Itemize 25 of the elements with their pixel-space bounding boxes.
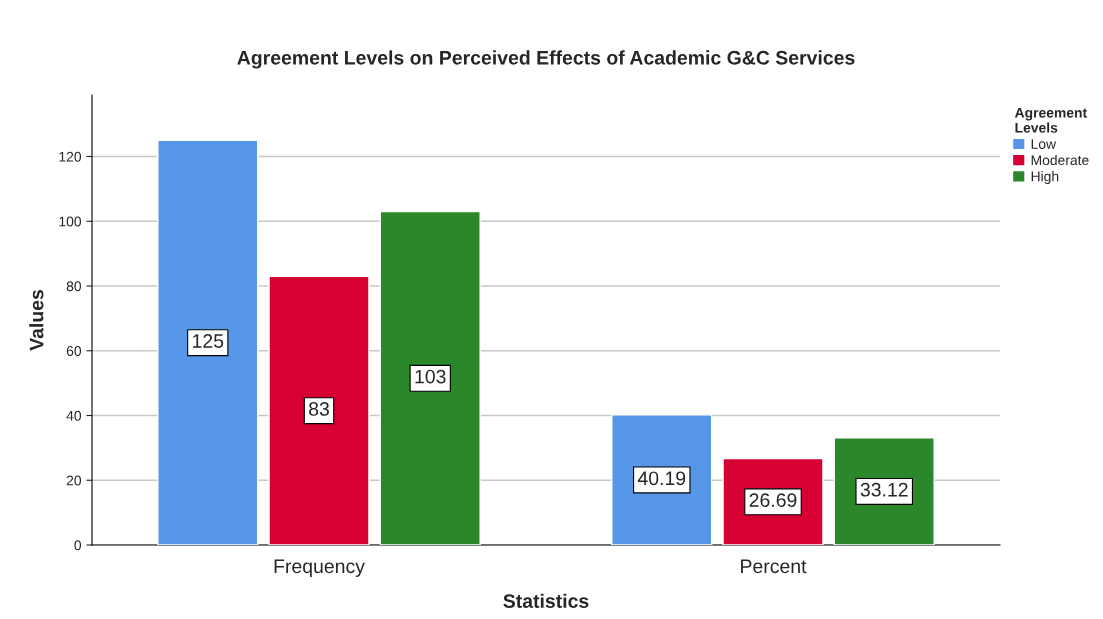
- x-tick-label: Percent: [741, 559, 807, 574]
- y-axis-title: Values: [29, 289, 44, 351]
- chart-title: Agreement Levels on Perceived Effects of Academic G&C Services: [237, 50, 855, 69]
- data-label: 26.69: [749, 493, 797, 508]
- y-tick-label: 100: [59, 216, 82, 227]
- legend-label: High: [1031, 171, 1059, 185]
- y-tick-label: 120: [59, 151, 82, 162]
- data-label: 33.12: [860, 482, 908, 497]
- data-label: 125: [193, 334, 224, 348]
- bar: [379, 210, 481, 545]
- bar: [157, 139, 259, 545]
- x-tick-label: Frequency: [274, 559, 365, 578]
- data-label: 83: [309, 402, 329, 416]
- y-tick-label: 0: [74, 540, 82, 551]
- y-tick-label: 20: [66, 475, 82, 486]
- legend-title: Agreement Levels: [1014, 107, 1087, 133]
- data-label: 40.19: [637, 471, 686, 486]
- legend-label: Moderate: [1031, 154, 1089, 166]
- x-axis-title: Statistics: [503, 593, 589, 608]
- y-tick-label: 60: [66, 346, 82, 356]
- legend-label: Low: [1031, 139, 1057, 149]
- bar: [268, 275, 370, 545]
- y-tick-label: 40: [66, 410, 82, 421]
- data-label: 103: [415, 369, 446, 384]
- y-tick-label: 80: [66, 281, 82, 292]
